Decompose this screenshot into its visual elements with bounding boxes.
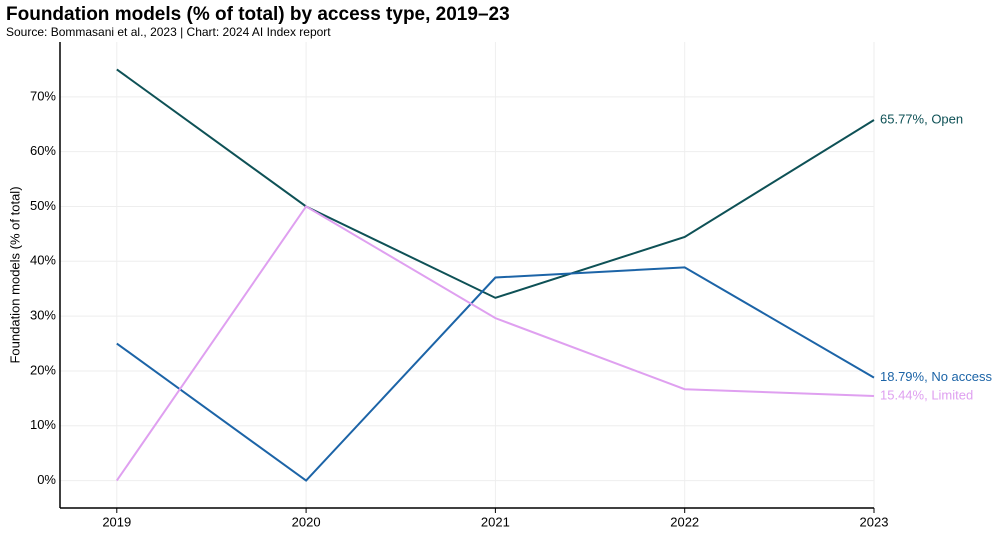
chart-subtitle: Source: Bommasani et al., 2023 | Chart: …: [6, 25, 331, 39]
x-tick-label: 2023: [860, 514, 889, 529]
y-tick-label: 60%: [30, 143, 56, 158]
x-tick-label: 2021: [481, 514, 510, 529]
y-tick-label: 0%: [37, 472, 56, 487]
x-tick-label: 2019: [102, 514, 131, 529]
x-tick-label: 2022: [670, 514, 699, 529]
y-tick-label: 50%: [30, 198, 56, 213]
x-tick-label: 2020: [292, 514, 321, 529]
y-tick-label: 40%: [30, 253, 56, 268]
y-axis-title: Foundation models (% of total): [7, 186, 22, 363]
end-label: 15.44%, Limited: [880, 387, 973, 402]
y-tick-label: 30%: [30, 308, 56, 323]
end-label: 65.77%, Open: [880, 111, 963, 126]
y-tick-label: 20%: [30, 362, 56, 377]
end-label: 18.79%, No access: [880, 369, 993, 384]
series-line: [115, 205, 875, 482]
y-tick-label: 70%: [30, 88, 56, 103]
series-line: [116, 266, 875, 482]
y-tick-label: 10%: [30, 417, 56, 432]
series-line: [116, 68, 875, 299]
chart-title: Foundation models (% of total) by access…: [6, 4, 510, 25]
